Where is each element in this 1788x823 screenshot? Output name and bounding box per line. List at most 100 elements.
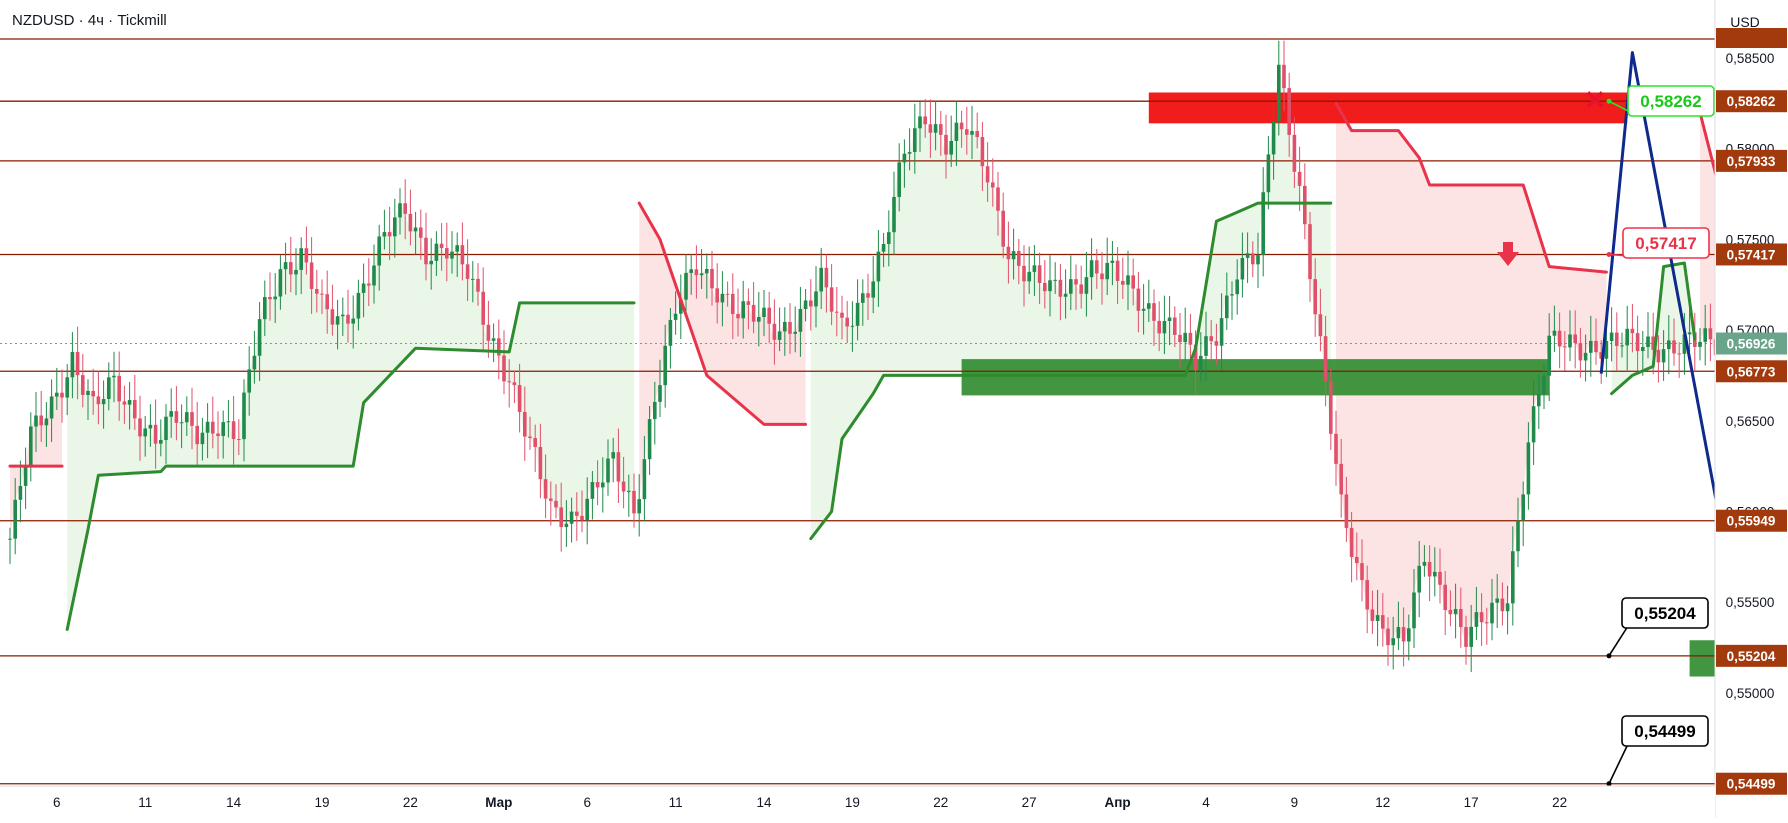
callout-box [1621,597,1709,629]
supertrend-fill-5 [1611,263,1695,394]
candle-body [684,272,688,300]
time-axis-panel[interactable] [0,786,1715,818]
candle-body [185,412,189,423]
candle-body [1178,334,1182,343]
candle-body [595,482,600,488]
price-axis-panel[interactable] [1715,0,1788,818]
candle-body [231,421,236,440]
price-callout[interactable]: 0,55204 [1606,597,1709,659]
candle-body [871,281,875,298]
x-mark-icon [1586,91,1604,108]
candle-body [289,262,293,275]
candle-body [1204,336,1208,356]
candle-body [679,299,683,314]
candle-body [606,458,610,483]
candle-body [398,203,402,218]
candle-body [1339,463,1343,495]
candle-body [564,523,569,528]
candle-body [143,428,147,437]
candle-body [1001,210,1005,247]
candle-body [1240,257,1245,280]
candle-body [975,131,979,138]
axis-currency-label[interactable]: USD [1730,14,1760,30]
candle-body [304,248,309,263]
candle-body [887,232,891,244]
supertrend-line-up[interactable] [809,201,1333,541]
price-level-badge [1716,360,1787,383]
candle-body [294,269,298,275]
candle-body [1573,334,1577,344]
candle-body [247,369,251,393]
candle-body [335,316,340,325]
price-level-badge [1716,243,1787,266]
price-callout[interactable]: 0,57417 [1606,227,1710,259]
supertrend-line-up[interactable] [1610,261,1697,396]
supertrend-line-up[interactable] [65,301,636,631]
price-level-badge [1716,90,1787,113]
candle-body [710,268,714,289]
candle-body [1448,610,1453,615]
candle-body [1193,344,1198,371]
candle-body [559,507,563,528]
candle-body [278,269,283,297]
candle-body [1105,262,1109,280]
candle-body [793,331,797,334]
candle-body [1417,565,1421,593]
time-axis-tick: 12 [1375,795,1390,810]
candle-body [1386,628,1390,646]
candle-body [798,308,803,332]
time-axis-tick: 27 [1022,795,1037,810]
candle-body [372,265,376,286]
time-axis-tick: 11 [138,795,152,810]
candle-body [1334,433,1338,464]
candle-body [1412,592,1416,629]
candle-body [1043,282,1047,292]
candle-body [91,390,95,397]
candle-body [1641,347,1645,352]
candle-body [476,278,480,292]
candle-body [829,287,834,312]
price-axis-tick: 0,55500 [1726,595,1775,610]
candle-body [991,182,995,188]
candle-body [985,166,990,183]
candle-body [673,313,678,320]
candle-body [1292,134,1297,172]
candle-body [1365,580,1369,610]
candle-body [70,352,75,378]
callout-pointer [1608,625,1629,657]
supertrend-line-down[interactable] [637,201,808,426]
candle-body [1355,556,1359,564]
price-level-badge [1716,149,1787,172]
candle-body [1469,626,1473,647]
candle-body [1459,608,1463,628]
supertrend-line-down[interactable] [1334,101,1608,274]
demand-zone-1[interactable] [961,359,1550,396]
candle-body [1115,260,1120,281]
candle-body [502,355,506,382]
candle-body [658,385,662,402]
candle-body [1433,571,1437,577]
candle-body [980,137,985,167]
top-level-badge [1716,28,1787,48]
candle-body [1256,255,1260,265]
supply-zone-0[interactable] [1148,92,1628,124]
candle-body [772,323,777,340]
candle-body [252,355,257,370]
candle-body [1698,341,1702,347]
callout-price-text: 0,55204 [1634,604,1696,623]
candle-body [1604,340,1609,359]
candle-body [39,415,43,426]
candle-body [1058,279,1063,297]
candle-body [81,375,85,395]
price-callout[interactable]: 0,54499 [1606,715,1709,787]
candle-body [1531,406,1536,443]
candle-body [1053,279,1057,281]
candle-body [736,314,740,319]
price-level-badge-label: 0,57933 [1727,154,1776,169]
candle-body [1209,336,1213,342]
candle-body [195,425,199,445]
candle-body [549,498,553,501]
price-callout[interactable]: 0,58262 [1606,85,1715,117]
